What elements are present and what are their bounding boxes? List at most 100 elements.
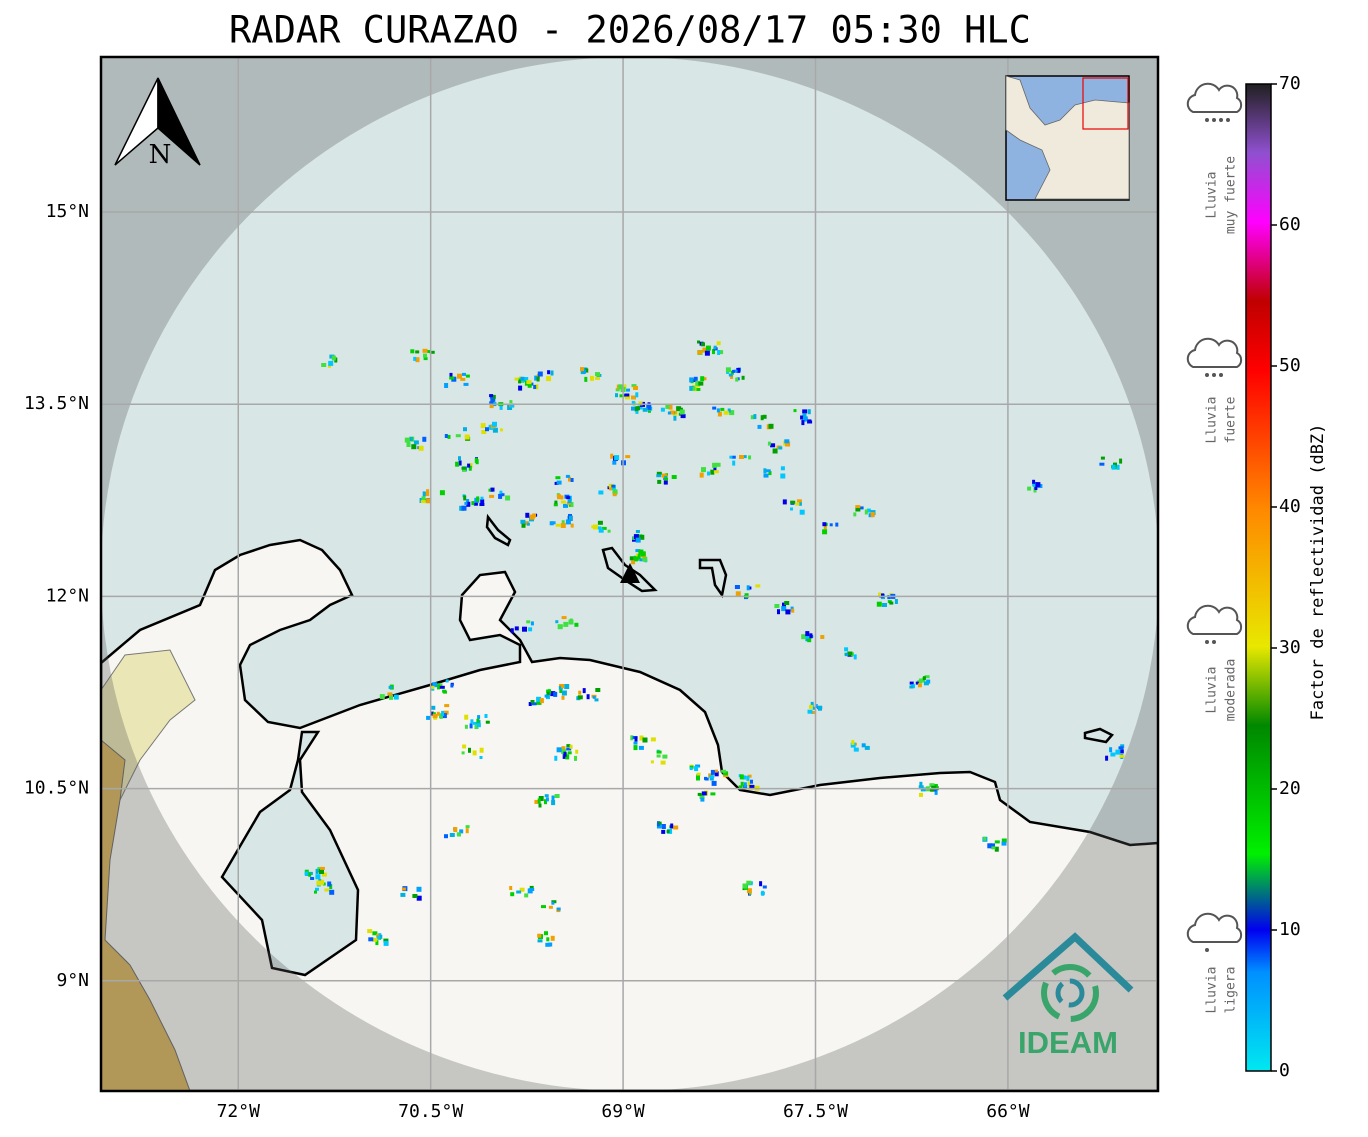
echo xyxy=(665,404,670,409)
echo xyxy=(528,627,533,632)
lat-tick-label: 13.5°N xyxy=(24,393,89,414)
echo xyxy=(595,376,600,380)
echo xyxy=(699,793,705,799)
echo xyxy=(461,466,467,470)
echo xyxy=(565,474,570,478)
echo xyxy=(319,869,324,874)
echo xyxy=(468,747,471,753)
echo xyxy=(510,628,514,634)
echo xyxy=(545,942,551,947)
echo xyxy=(476,496,480,502)
echo xyxy=(1100,456,1105,460)
echo xyxy=(729,455,733,459)
echo xyxy=(560,500,566,504)
echo xyxy=(319,866,325,870)
echo xyxy=(829,523,833,527)
echo xyxy=(707,471,710,476)
echo xyxy=(612,490,618,495)
radar-site xyxy=(620,563,640,583)
echo xyxy=(670,410,675,415)
echo xyxy=(619,394,625,398)
echo xyxy=(736,367,741,373)
echo xyxy=(991,846,996,850)
echo xyxy=(574,755,577,761)
echo xyxy=(561,749,567,755)
lat-tick-label: 10.5°N xyxy=(24,778,89,799)
echo xyxy=(507,405,513,410)
echo xyxy=(314,890,317,894)
echo xyxy=(765,469,771,473)
echo xyxy=(561,616,567,620)
echo xyxy=(853,747,859,752)
echo xyxy=(544,794,549,798)
echo xyxy=(566,496,571,500)
rain-icon xyxy=(1186,912,1243,943)
echo xyxy=(778,446,783,450)
echo xyxy=(582,688,586,694)
echo xyxy=(931,788,937,792)
echo xyxy=(329,889,335,895)
echo xyxy=(990,843,995,849)
colorbar-tick-label: 40 xyxy=(1279,496,1301,517)
echo xyxy=(480,496,484,500)
echo xyxy=(432,713,438,718)
echo xyxy=(853,654,857,660)
echo xyxy=(823,525,827,530)
echo xyxy=(432,682,438,688)
echo xyxy=(546,689,552,694)
echo xyxy=(563,621,569,627)
echo xyxy=(762,885,767,889)
echo xyxy=(472,750,477,756)
echo xyxy=(855,507,861,512)
echo xyxy=(546,376,552,382)
rain-level-label: fuerte xyxy=(1224,396,1239,443)
rain-drop xyxy=(1205,640,1209,644)
echo xyxy=(725,367,731,373)
echo xyxy=(477,715,481,720)
echo xyxy=(416,886,422,892)
echo xyxy=(464,724,468,729)
echo xyxy=(570,502,574,508)
echo xyxy=(711,780,717,786)
echo xyxy=(994,840,1000,844)
echo xyxy=(317,867,321,872)
echo xyxy=(476,723,481,728)
echo xyxy=(485,427,489,432)
echo xyxy=(523,377,529,382)
echo xyxy=(426,498,432,504)
echo xyxy=(808,704,813,709)
echo xyxy=(490,487,495,492)
rain-drop xyxy=(1205,118,1209,122)
echo xyxy=(528,702,532,706)
echo xyxy=(489,401,495,405)
echo xyxy=(594,698,599,702)
echo xyxy=(582,369,587,373)
echo xyxy=(437,684,440,690)
echo xyxy=(702,347,708,353)
echo xyxy=(473,721,478,725)
rain-drop xyxy=(1219,373,1223,377)
radar-echoes xyxy=(304,340,1125,947)
echo xyxy=(623,384,627,390)
echo xyxy=(818,705,822,711)
echo xyxy=(696,775,700,781)
echo xyxy=(586,694,590,700)
echo xyxy=(473,502,478,506)
echo xyxy=(795,502,800,506)
echo xyxy=(918,678,924,683)
rain-icon xyxy=(1186,337,1243,368)
echo xyxy=(646,404,652,410)
echo xyxy=(479,503,485,506)
echo xyxy=(791,608,795,613)
echo xyxy=(609,487,612,491)
echo xyxy=(909,681,914,685)
echo xyxy=(521,522,526,528)
echo xyxy=(733,369,738,373)
echo xyxy=(1027,486,1032,491)
echo xyxy=(709,775,715,779)
echo xyxy=(492,394,496,399)
echo xyxy=(720,407,725,411)
echo xyxy=(460,377,466,381)
echo xyxy=(1001,841,1007,846)
echo xyxy=(726,370,729,374)
